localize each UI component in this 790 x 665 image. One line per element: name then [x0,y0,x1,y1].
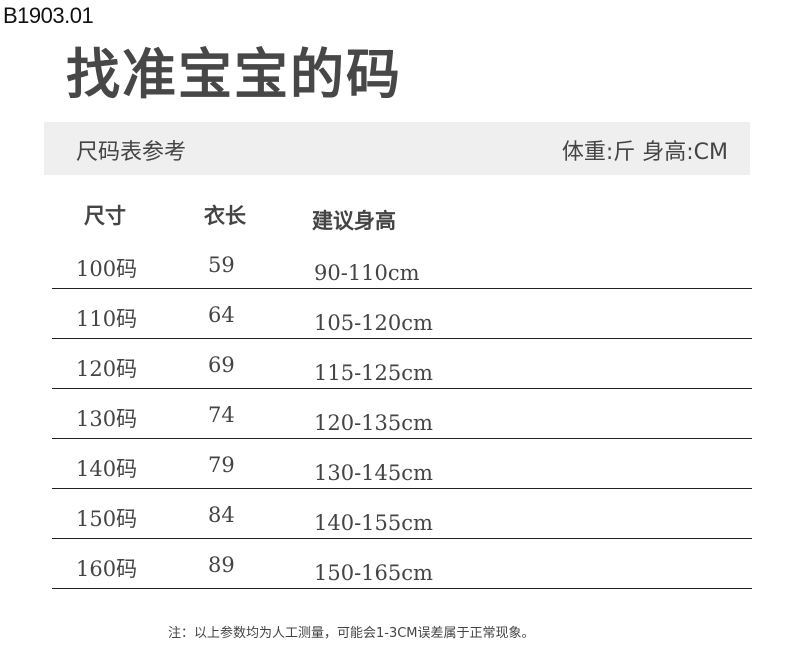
row-divider [52,338,752,339]
table-row: 100码 59 90-110cm [0,253,790,303]
units-label: 体重:斤 身高:CM [561,140,728,165]
table-row: 140码 79 130-145cm [0,453,790,503]
height-cell: 120-135cm [314,411,433,435]
size-cell: 140码 [76,457,138,481]
table-row: 150码 84 140-155cm [0,503,790,553]
table-row: 130码 74 120-135cm [0,403,790,453]
height-cell: 90-110cm [314,261,420,285]
length-cell: 89 [208,553,235,577]
row-divider [52,588,752,589]
row-divider [52,288,752,289]
height-cell: 150-165cm [314,561,433,585]
table-row: 110码 64 105-120cm [0,303,790,353]
size-cell: 130码 [76,407,138,431]
length-cell: 64 [208,303,235,327]
size-chart-header-band: 尺码表参考 体重:斤 身高:CM [44,122,750,175]
height-cell: 140-155cm [314,511,433,535]
row-divider [52,538,752,539]
length-cell: 84 [208,503,235,527]
height-cell: 130-145cm [314,461,433,485]
row-divider [52,388,752,389]
size-cell: 160码 [76,557,138,581]
footnote: 注：以上参数均为人工测量，可能会1-3CM误差属于正常现象。 [168,626,535,641]
page-title: 找准宝宝的码 [66,43,402,106]
row-divider [52,488,752,489]
length-cell: 79 [208,453,235,477]
column-header-height: 建议身高 [312,209,396,233]
product-code: B1903.01 [3,3,94,28]
height-cell: 115-125cm [314,361,433,385]
length-cell: 59 [208,253,235,277]
row-divider [52,438,752,439]
size-cell: 110码 [76,307,138,331]
height-cell: 105-120cm [314,311,433,335]
band-label: 尺码表参考 [76,140,187,165]
column-header-size: 尺寸 [84,204,126,228]
size-cell: 150码 [76,507,138,531]
size-cell: 120码 [76,357,138,381]
length-cell: 74 [208,403,235,427]
table-row: 120码 69 115-125cm [0,353,790,403]
length-cell: 69 [208,353,235,377]
size-cell: 100码 [76,257,138,281]
column-header-length: 衣长 [204,204,246,228]
table-row: 160码 89 150-165cm [0,553,790,603]
